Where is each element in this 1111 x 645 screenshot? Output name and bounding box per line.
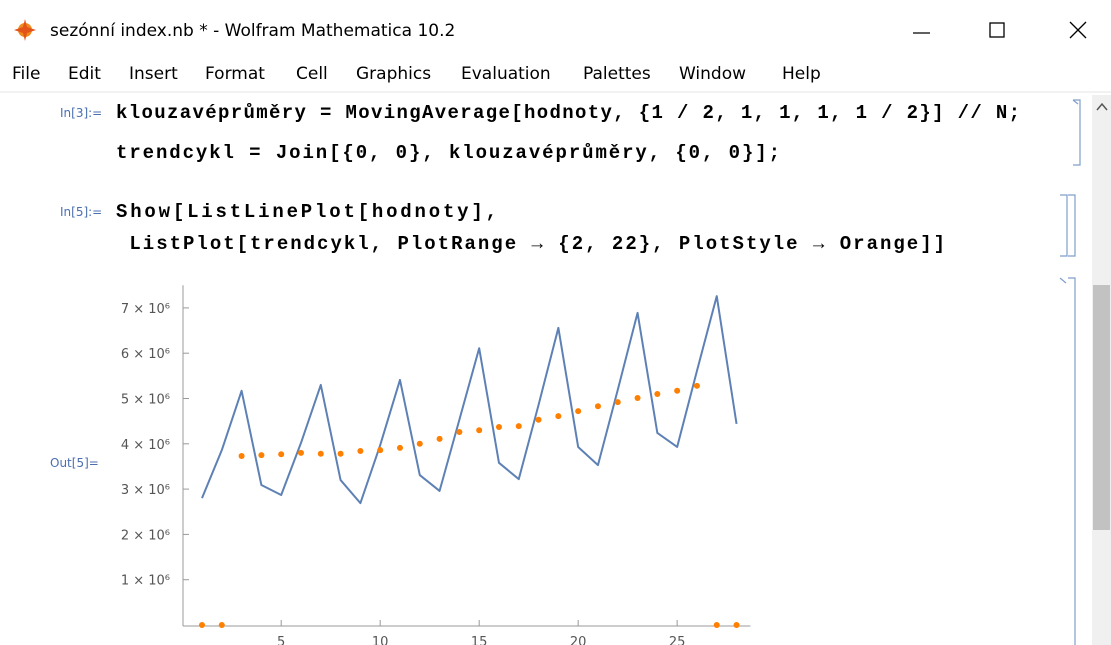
app-icon — [14, 19, 36, 41]
data-point — [535, 416, 542, 423]
data-point — [297, 449, 304, 456]
data-point — [674, 387, 681, 394]
data-point — [436, 435, 443, 442]
x-tick-label: 20 — [570, 635, 587, 645]
data-point — [634, 395, 641, 402]
data-point — [396, 444, 403, 451]
menu-item[interactable]: Insert — [129, 64, 178, 84]
x-tick-label: 15 — [471, 635, 488, 645]
data-point — [337, 450, 344, 457]
data-point — [515, 423, 522, 430]
data-point — [238, 453, 245, 460]
data-point — [555, 413, 562, 420]
data-point — [594, 403, 601, 410]
scrollbar-thumb[interactable] — [1093, 285, 1110, 530]
code-line: klouzavéprůměry = MovingAverage[hodnoty,… — [116, 102, 1020, 124]
y-tick-label: 1 × 10⁶ — [121, 574, 170, 589]
plot: 1 × 10⁶ 2 × 10⁶ 3 × 10⁶ 4 × 10⁶ 5 × 10⁶ 6 × 1… — [121, 285, 751, 645]
y-tick-label: 7 × 10⁶ — [121, 302, 170, 317]
y-tick-label: 4 × 10⁶ — [121, 438, 170, 453]
x-tick-label: 25 — [669, 635, 686, 645]
scroll-up-arrow[interactable] — [1096, 102, 1108, 111]
menu-item[interactable]: Cell — [296, 64, 328, 84]
cell-label: In[5]:= — [60, 205, 102, 219]
data-point — [218, 622, 225, 628]
menu-bar: File Edit Insert Format Cell Graphics Evaluati… — [12, 64, 821, 84]
x-tick-label: 5 — [277, 635, 285, 645]
data-point — [654, 390, 661, 397]
cell-label: Out[5]= — [50, 456, 99, 470]
cell-brackets — [1059, 99, 1081, 645]
window-title: sezónní index.nb * - Wolfram Mathematica… — [50, 21, 455, 41]
menu-item[interactable]: Edit — [68, 64, 101, 84]
data-point — [198, 622, 205, 628]
data-point — [416, 440, 423, 447]
data-point — [713, 622, 720, 628]
data-point — [495, 424, 502, 431]
data-point — [278, 451, 285, 458]
code-line: trendcykl = Join[{0, 0}, klouzavéprůměry… — [116, 142, 780, 164]
close-button[interactable] — [1069, 21, 1087, 39]
menu-item[interactable]: Help — [782, 64, 821, 84]
maximize-button[interactable] — [989, 22, 1005, 38]
menu-item[interactable]: File — [12, 64, 40, 84]
data-point — [693, 382, 700, 389]
code-line: ListPlot[trendcykl, PlotRange → {2, 22},… — [116, 233, 945, 255]
data-point — [456, 429, 463, 436]
x-tick-label: 10 — [372, 635, 389, 645]
code-line: Show[ListLinePlot[hodnoty], — [116, 201, 497, 223]
data-point — [476, 427, 483, 434]
data-point — [258, 452, 265, 459]
data-point — [575, 408, 582, 415]
data-point — [357, 448, 364, 455]
data-point — [733, 622, 740, 628]
menu-item[interactable]: Evaluation — [461, 64, 551, 84]
data-line — [201, 295, 738, 505]
menu-item[interactable]: Window — [679, 64, 746, 84]
data-point — [377, 447, 384, 454]
y-tick-label: 5 × 10⁶ — [121, 393, 170, 408]
y-tick-label: 2 × 10⁶ — [121, 528, 170, 543]
menu-item[interactable]: Format — [205, 64, 265, 84]
y-tick-label: 3 × 10⁶ — [121, 483, 170, 498]
cell-label: In[3]:= — [60, 106, 102, 120]
menu-item[interactable]: Palettes — [583, 64, 651, 84]
data-point — [614, 399, 621, 406]
data-point — [317, 450, 324, 457]
menu-item[interactable]: Graphics — [356, 64, 431, 84]
y-tick-label: 6 × 10⁶ — [121, 347, 170, 362]
